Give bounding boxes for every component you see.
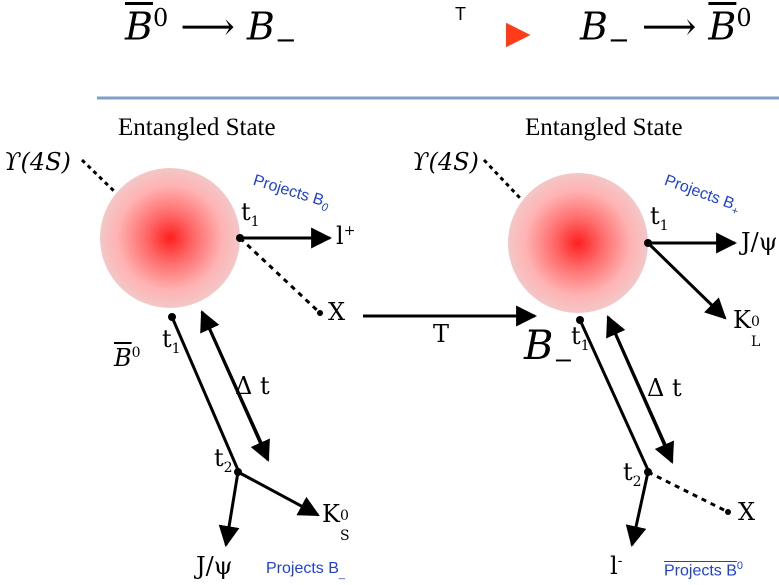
- left-delta-t-label: Δ t: [235, 372, 270, 400]
- left-t1-top-label: t1: [241, 198, 260, 230]
- right-t1-bottom-label: t1: [571, 322, 590, 354]
- header-right-transition: B− ⟶ B0: [580, 4, 752, 56]
- left-upsilon-label: ϒ(4S): [4, 148, 71, 176]
- right-delta-t-label: Δ t: [647, 374, 682, 402]
- left-t2-label: t2: [214, 444, 233, 476]
- left-jpsi-arrow: [218, 471, 240, 548]
- left-title: Entangled State: [118, 114, 276, 141]
- right-t1-top-label: t1: [650, 202, 669, 234]
- right-kl-arrow: [646, 241, 727, 320]
- left-lepton-label: l+: [336, 222, 356, 250]
- right-upsilon-line: [482, 158, 522, 200]
- header-t-label: T: [455, 4, 466, 24]
- left-projects-bottom: Projects B_: [266, 560, 346, 581]
- right-lepton-label: l-: [610, 552, 623, 580]
- left-ks-arrow: [237, 470, 320, 517]
- header-left-transition: B0 ⟶ B−: [125, 4, 297, 56]
- left-x-line: [238, 236, 322, 315]
- right-b-line: [578, 319, 650, 471]
- left-delta-t-arrow-down: [200, 311, 270, 462]
- right-x-line: [647, 470, 729, 514]
- right-jpsi-label: J/ψ: [741, 228, 778, 256]
- right-upsilon-label: ϒ(4S): [412, 148, 479, 176]
- right-t2-label: t2: [623, 458, 642, 490]
- right-projects-bottom: Projects B0: [664, 560, 744, 580]
- left-x-label: X: [328, 298, 346, 326]
- left-t1-bottom-label: t1: [162, 325, 181, 357]
- right-b-label: B−: [524, 323, 574, 374]
- right-lepton-arrow: [625, 471, 650, 548]
- right-entangled-sphere: [508, 173, 648, 313]
- right-x-label: X: [738, 498, 756, 526]
- left-jpsi-label: J/ψ: [196, 552, 233, 580]
- middle-t-label: T: [433, 320, 450, 348]
- left-upsilon-line: [80, 158, 117, 194]
- left-b-line: [170, 316, 240, 471]
- right-delta-t-arrow-down: [606, 316, 674, 464]
- left-entangled-sphere: [100, 168, 240, 308]
- right-title: Entangled State: [525, 114, 683, 141]
- left-b-label: B0: [114, 344, 141, 372]
